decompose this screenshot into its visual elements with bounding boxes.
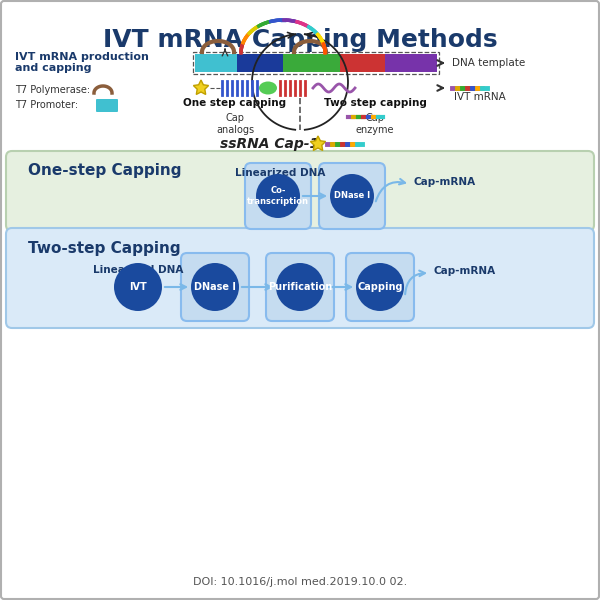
Circle shape [276, 263, 324, 311]
Circle shape [330, 174, 374, 218]
FancyBboxPatch shape [283, 54, 340, 72]
Polygon shape [193, 80, 209, 94]
Polygon shape [310, 136, 326, 151]
Text: Purification: Purification [268, 282, 332, 292]
Text: and capping: and capping [15, 63, 91, 73]
Circle shape [256, 174, 300, 218]
FancyBboxPatch shape [319, 163, 385, 229]
FancyBboxPatch shape [181, 253, 249, 321]
Text: T7 Promoter:: T7 Promoter: [15, 100, 78, 110]
FancyBboxPatch shape [346, 253, 414, 321]
Text: Two-step Capping: Two-step Capping [28, 241, 181, 256]
Text: DNA template: DNA template [452, 58, 525, 68]
Circle shape [356, 263, 404, 311]
Text: Cap
analogs: Cap analogs [216, 113, 254, 134]
Text: T7 Polymerase:: T7 Polymerase: [15, 85, 90, 95]
Text: IVT: IVT [129, 282, 147, 292]
Text: ssRNA Cap-1: ssRNA Cap-1 [220, 137, 319, 151]
Circle shape [114, 263, 162, 311]
FancyBboxPatch shape [237, 54, 283, 72]
Text: IVT mRNA production: IVT mRNA production [15, 52, 149, 62]
Text: DNase I: DNase I [334, 191, 370, 200]
FancyBboxPatch shape [6, 228, 594, 328]
Text: One step capping: One step capping [184, 98, 287, 108]
Text: Linearized DNA: Linearized DNA [93, 265, 183, 275]
FancyBboxPatch shape [96, 99, 118, 112]
Text: Cap
enzyme: Cap enzyme [356, 113, 394, 134]
Text: Two step capping: Two step capping [323, 98, 427, 108]
FancyBboxPatch shape [195, 54, 237, 72]
FancyBboxPatch shape [245, 163, 311, 229]
Text: DNase I: DNase I [194, 282, 236, 292]
Text: IVT mRNA Capping Methods: IVT mRNA Capping Methods [103, 28, 497, 52]
FancyBboxPatch shape [385, 54, 437, 72]
FancyBboxPatch shape [266, 253, 334, 321]
Text: Cap-mRNA: Cap-mRNA [434, 266, 496, 276]
Text: IVT mRNA: IVT mRNA [454, 92, 506, 102]
Circle shape [191, 263, 239, 311]
Ellipse shape [259, 82, 277, 94]
Text: One-step Capping: One-step Capping [28, 163, 182, 179]
Text: Co-
transcription: Co- transcription [247, 186, 309, 206]
Text: Linearized DNA: Linearized DNA [235, 168, 325, 178]
FancyBboxPatch shape [6, 151, 594, 231]
Text: Capping: Capping [357, 282, 403, 292]
FancyBboxPatch shape [340, 54, 385, 72]
Text: DOI: 10.1016/j.mol med.2019.10.0 02.: DOI: 10.1016/j.mol med.2019.10.0 02. [193, 577, 407, 587]
Text: Cap-mRNA: Cap-mRNA [414, 177, 476, 187]
